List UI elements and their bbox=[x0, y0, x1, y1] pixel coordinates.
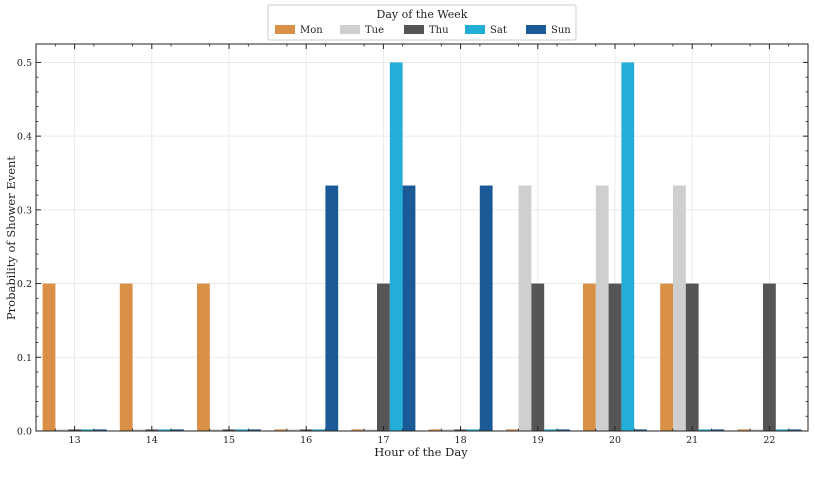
bar-mon-21 bbox=[660, 283, 673, 431]
x-tick-label: 22 bbox=[763, 435, 775, 446]
legend-swatch-thu bbox=[404, 25, 424, 34]
bar-thu-22 bbox=[763, 283, 776, 431]
bar-thu-21 bbox=[685, 283, 699, 431]
y-tick-label: 0.3 bbox=[17, 205, 32, 216]
bar-thu-17 bbox=[377, 283, 390, 431]
y-tick-label: 0.1 bbox=[17, 353, 32, 364]
bar-mon-18 bbox=[428, 429, 442, 431]
x-tick-label: 14 bbox=[146, 435, 158, 446]
bar-mon-16 bbox=[274, 429, 287, 431]
bar-thu-19 bbox=[531, 283, 545, 431]
bar-sat-19 bbox=[544, 429, 557, 431]
x-tick-label: 21 bbox=[686, 435, 698, 446]
bar-tue-21 bbox=[673, 185, 686, 431]
bar-sat-13 bbox=[81, 429, 94, 431]
legend-title: Day of the Week bbox=[377, 8, 468, 21]
bar-tue-13 bbox=[55, 429, 69, 431]
bar-sun-18 bbox=[479, 185, 493, 431]
bar-tue-17 bbox=[364, 429, 377, 431]
bar-sun-22 bbox=[788, 429, 802, 431]
x-tick-label: 17 bbox=[377, 435, 389, 446]
bar-mon-20 bbox=[583, 283, 596, 431]
x-tick-label: 18 bbox=[455, 435, 467, 446]
legend-label-sat: Sat bbox=[490, 25, 507, 36]
bar-sat-22 bbox=[775, 429, 789, 431]
bar-sat-17 bbox=[389, 62, 403, 432]
x-tick-label: 13 bbox=[69, 435, 81, 446]
x-tick-label: 16 bbox=[300, 435, 312, 446]
bar-sun-14 bbox=[171, 429, 184, 431]
legend-swatch-sat bbox=[465, 25, 485, 34]
y-axis-label: Probability of Shower Event bbox=[4, 156, 18, 320]
bar-mon-14 bbox=[119, 283, 133, 431]
y-tick-label: 0.2 bbox=[17, 279, 32, 290]
y-tick-label: 0.5 bbox=[17, 58, 32, 69]
bar-sun-16 bbox=[325, 185, 339, 431]
legend-label-thu: Thu bbox=[429, 25, 449, 36]
legend: Day of the Week Mon Tue Thu Sat Sun bbox=[267, 4, 577, 41]
legend-swatch-tue bbox=[340, 25, 360, 34]
bar-tue-18 bbox=[441, 429, 455, 431]
axis-ticks: 0.0 0.1 0.2 0.3 0.4 0.5 13 14 15 16 17 18 19 20 21 22 bbox=[17, 44, 808, 446]
bars bbox=[42, 62, 802, 432]
bar-tue-14 bbox=[132, 429, 146, 431]
plot-frame bbox=[35, 43, 809, 432]
bar-tue-20 bbox=[595, 185, 609, 431]
legend-label-tue: Tue bbox=[365, 25, 384, 36]
bar-sat-16 bbox=[312, 429, 326, 431]
bar-mon-15 bbox=[197, 283, 210, 431]
x-tick-label: 20 bbox=[609, 435, 621, 446]
bar-tue-22 bbox=[750, 429, 763, 431]
legend-label-mon: Mon bbox=[300, 25, 323, 36]
bar-sat-20 bbox=[621, 62, 635, 432]
bar-mon-17 bbox=[351, 429, 365, 431]
bar-sun-19 bbox=[557, 429, 570, 431]
bar-mon-22 bbox=[737, 429, 751, 431]
bar-sun-17 bbox=[402, 185, 416, 431]
x-axis-label: Hour of the Day bbox=[374, 445, 468, 459]
bar-sun-20 bbox=[634, 429, 647, 431]
x-tick-label: 19 bbox=[532, 435, 544, 446]
bar-sun-21 bbox=[711, 429, 725, 431]
bar-tue-16 bbox=[287, 429, 300, 431]
bar-mon-13 bbox=[42, 283, 56, 431]
legend-items: Mon Tue Thu Sat Sun bbox=[275, 25, 571, 36]
bar-tue-15 bbox=[209, 429, 223, 431]
y-tick-label: 0.4 bbox=[17, 132, 32, 143]
bar-sat-18 bbox=[467, 429, 480, 431]
legend-swatch-sun bbox=[526, 25, 546, 34]
y-tick-label: 0.0 bbox=[17, 427, 32, 438]
x-tick-label: 15 bbox=[223, 435, 235, 446]
bar-tue-19 bbox=[518, 185, 532, 431]
bar-sun-13 bbox=[93, 429, 107, 431]
bar-sun-15 bbox=[248, 429, 261, 431]
bar-sat-14 bbox=[158, 429, 171, 431]
bar-sat-21 bbox=[698, 429, 712, 431]
bar-thu-20 bbox=[608, 283, 622, 431]
legend-swatch-mon bbox=[275, 25, 295, 34]
bar-sat-15 bbox=[235, 429, 249, 431]
legend-label-sun: Sun bbox=[551, 25, 571, 36]
bar-mon-19 bbox=[505, 429, 519, 431]
